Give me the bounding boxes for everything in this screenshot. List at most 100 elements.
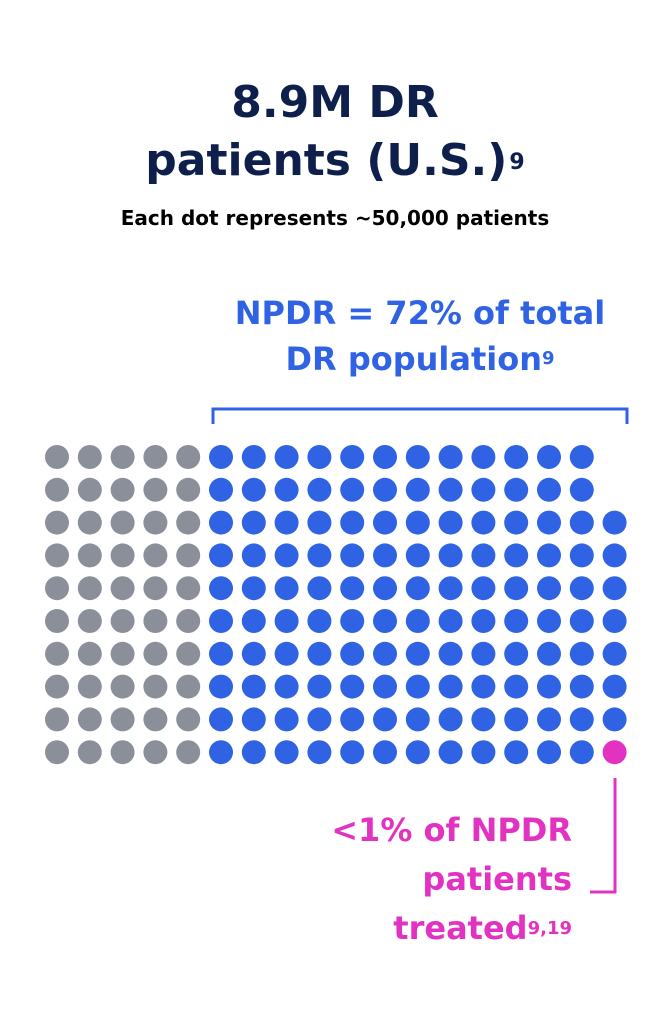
npdr-dot — [537, 510, 561, 535]
treated-dot — [602, 740, 627, 765]
npdr-dot — [241, 609, 266, 633]
other-dr-dot — [110, 445, 135, 469]
npdr-dot — [373, 445, 397, 469]
npdr-dot — [537, 609, 561, 633]
title-line-2-text: patients (U.S.) — [145, 135, 508, 186]
npdr-dot — [405, 543, 430, 568]
treated-footnote: 9,19 — [527, 918, 572, 939]
npdr-dot — [241, 445, 266, 469]
npdr-dot — [504, 740, 529, 765]
npdr-dot — [537, 445, 561, 469]
npdr-dot — [504, 543, 529, 568]
npdr-dot — [209, 477, 233, 502]
npdr-label: NPDR = 72% of total DR population9 — [200, 290, 640, 382]
other-dr-dot — [77, 543, 102, 568]
npdr-dot — [405, 674, 430, 699]
npdr-dot — [438, 576, 463, 601]
npdr-dot — [504, 641, 529, 666]
npdr-dot — [373, 510, 397, 535]
other-dr-dot — [176, 740, 201, 765]
other-dr-dot — [45, 707, 69, 732]
other-dr-dot — [143, 641, 168, 666]
npdr-dot — [537, 477, 561, 502]
npdr-dot — [373, 477, 397, 502]
npdr-dot — [537, 641, 561, 666]
other-dr-dot — [77, 445, 102, 469]
npdr-dot — [471, 674, 496, 699]
npdr-dot — [504, 576, 529, 601]
npdr-dot — [471, 740, 496, 765]
npdr-label-line-1: NPDR = 72% of total — [234, 294, 606, 332]
npdr-dot — [504, 707, 529, 732]
other-dr-dot — [45, 740, 69, 765]
other-dr-dot — [143, 609, 168, 633]
npdr-dot — [373, 576, 397, 601]
npdr-dot — [340, 641, 365, 666]
npdr-dot — [209, 609, 233, 633]
other-dr-dot — [45, 609, 69, 633]
other-dr-dot — [110, 707, 135, 732]
other-dr-dot — [45, 641, 69, 666]
other-dr-dot — [110, 477, 135, 502]
npdr-dot — [241, 510, 266, 535]
npdr-dot — [471, 576, 496, 601]
page-title: 8.9M DR patients (U.S.)9 — [0, 74, 670, 190]
npdr-dot — [340, 707, 365, 732]
npdr-dot — [569, 510, 594, 535]
npdr-dot — [569, 740, 594, 765]
npdr-dot — [471, 707, 496, 732]
other-dr-dot — [143, 543, 168, 568]
npdr-dot — [241, 674, 266, 699]
npdr-dot — [209, 740, 233, 765]
npdr-dot — [241, 543, 266, 568]
npdr-dot — [274, 510, 299, 535]
npdr-dot — [504, 445, 529, 469]
npdr-dot — [569, 641, 594, 666]
other-dr-dot — [143, 576, 168, 601]
npdr-dot — [209, 707, 233, 732]
npdr-dot — [373, 641, 397, 666]
other-dr-dot — [176, 445, 201, 469]
npdr-dot — [373, 609, 397, 633]
npdr-dot — [569, 674, 594, 699]
other-dr-dot — [45, 674, 69, 699]
npdr-dot — [438, 445, 463, 469]
npdr-dot — [438, 674, 463, 699]
npdr-dot — [602, 543, 627, 568]
treated-label-line-1: <1% of NPDR — [331, 811, 572, 849]
npdr-dot — [438, 641, 463, 666]
other-dr-dot — [110, 609, 135, 633]
npdr-bracket — [211, 407, 629, 424]
other-dr-dot — [110, 641, 135, 666]
treated-label: <1% of NPDR patients treated9,19 — [300, 806, 572, 953]
other-dr-dot — [143, 477, 168, 502]
npdr-dot — [602, 576, 627, 601]
npdr-dot — [537, 707, 561, 732]
other-dr-dot — [143, 510, 168, 535]
npdr-dot — [438, 543, 463, 568]
other-dr-dot — [77, 576, 102, 601]
npdr-dot — [471, 445, 496, 469]
npdr-dot — [537, 740, 561, 765]
title-line-2: patients (U.S.)9 — [0, 132, 670, 190]
npdr-dot — [438, 707, 463, 732]
other-dr-dot — [77, 477, 102, 502]
other-dr-dot — [77, 707, 102, 732]
npdr-dot — [340, 674, 365, 699]
npdr-dot — [241, 740, 266, 765]
other-dr-dot — [45, 510, 69, 535]
npdr-dot — [307, 477, 332, 502]
npdr-dot — [340, 510, 365, 535]
other-dr-dot — [176, 543, 201, 568]
npdr-dot — [209, 510, 233, 535]
npdr-dot — [274, 609, 299, 633]
npdr-dot — [274, 740, 299, 765]
npdr-dot — [241, 477, 266, 502]
other-dr-dot — [77, 641, 102, 666]
npdr-dot — [274, 543, 299, 568]
npdr-dot — [274, 707, 299, 732]
npdr-dot — [340, 543, 365, 568]
other-dr-dot — [110, 543, 135, 568]
dot-group — [45, 445, 627, 765]
